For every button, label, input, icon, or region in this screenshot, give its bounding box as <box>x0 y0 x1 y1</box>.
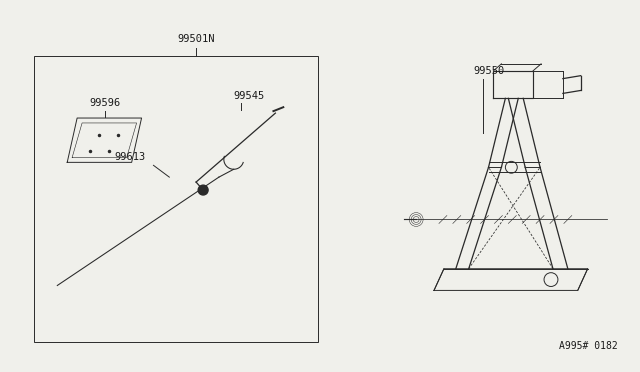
Text: 99501N: 99501N <box>177 34 215 44</box>
Text: 99550: 99550 <box>473 66 504 76</box>
Text: 99596: 99596 <box>89 98 120 108</box>
Circle shape <box>198 185 208 195</box>
Text: A995# 0182: A995# 0182 <box>559 341 618 352</box>
Text: 99613: 99613 <box>114 153 145 162</box>
Text: 99545: 99545 <box>233 91 264 101</box>
Bar <box>35 56 318 341</box>
